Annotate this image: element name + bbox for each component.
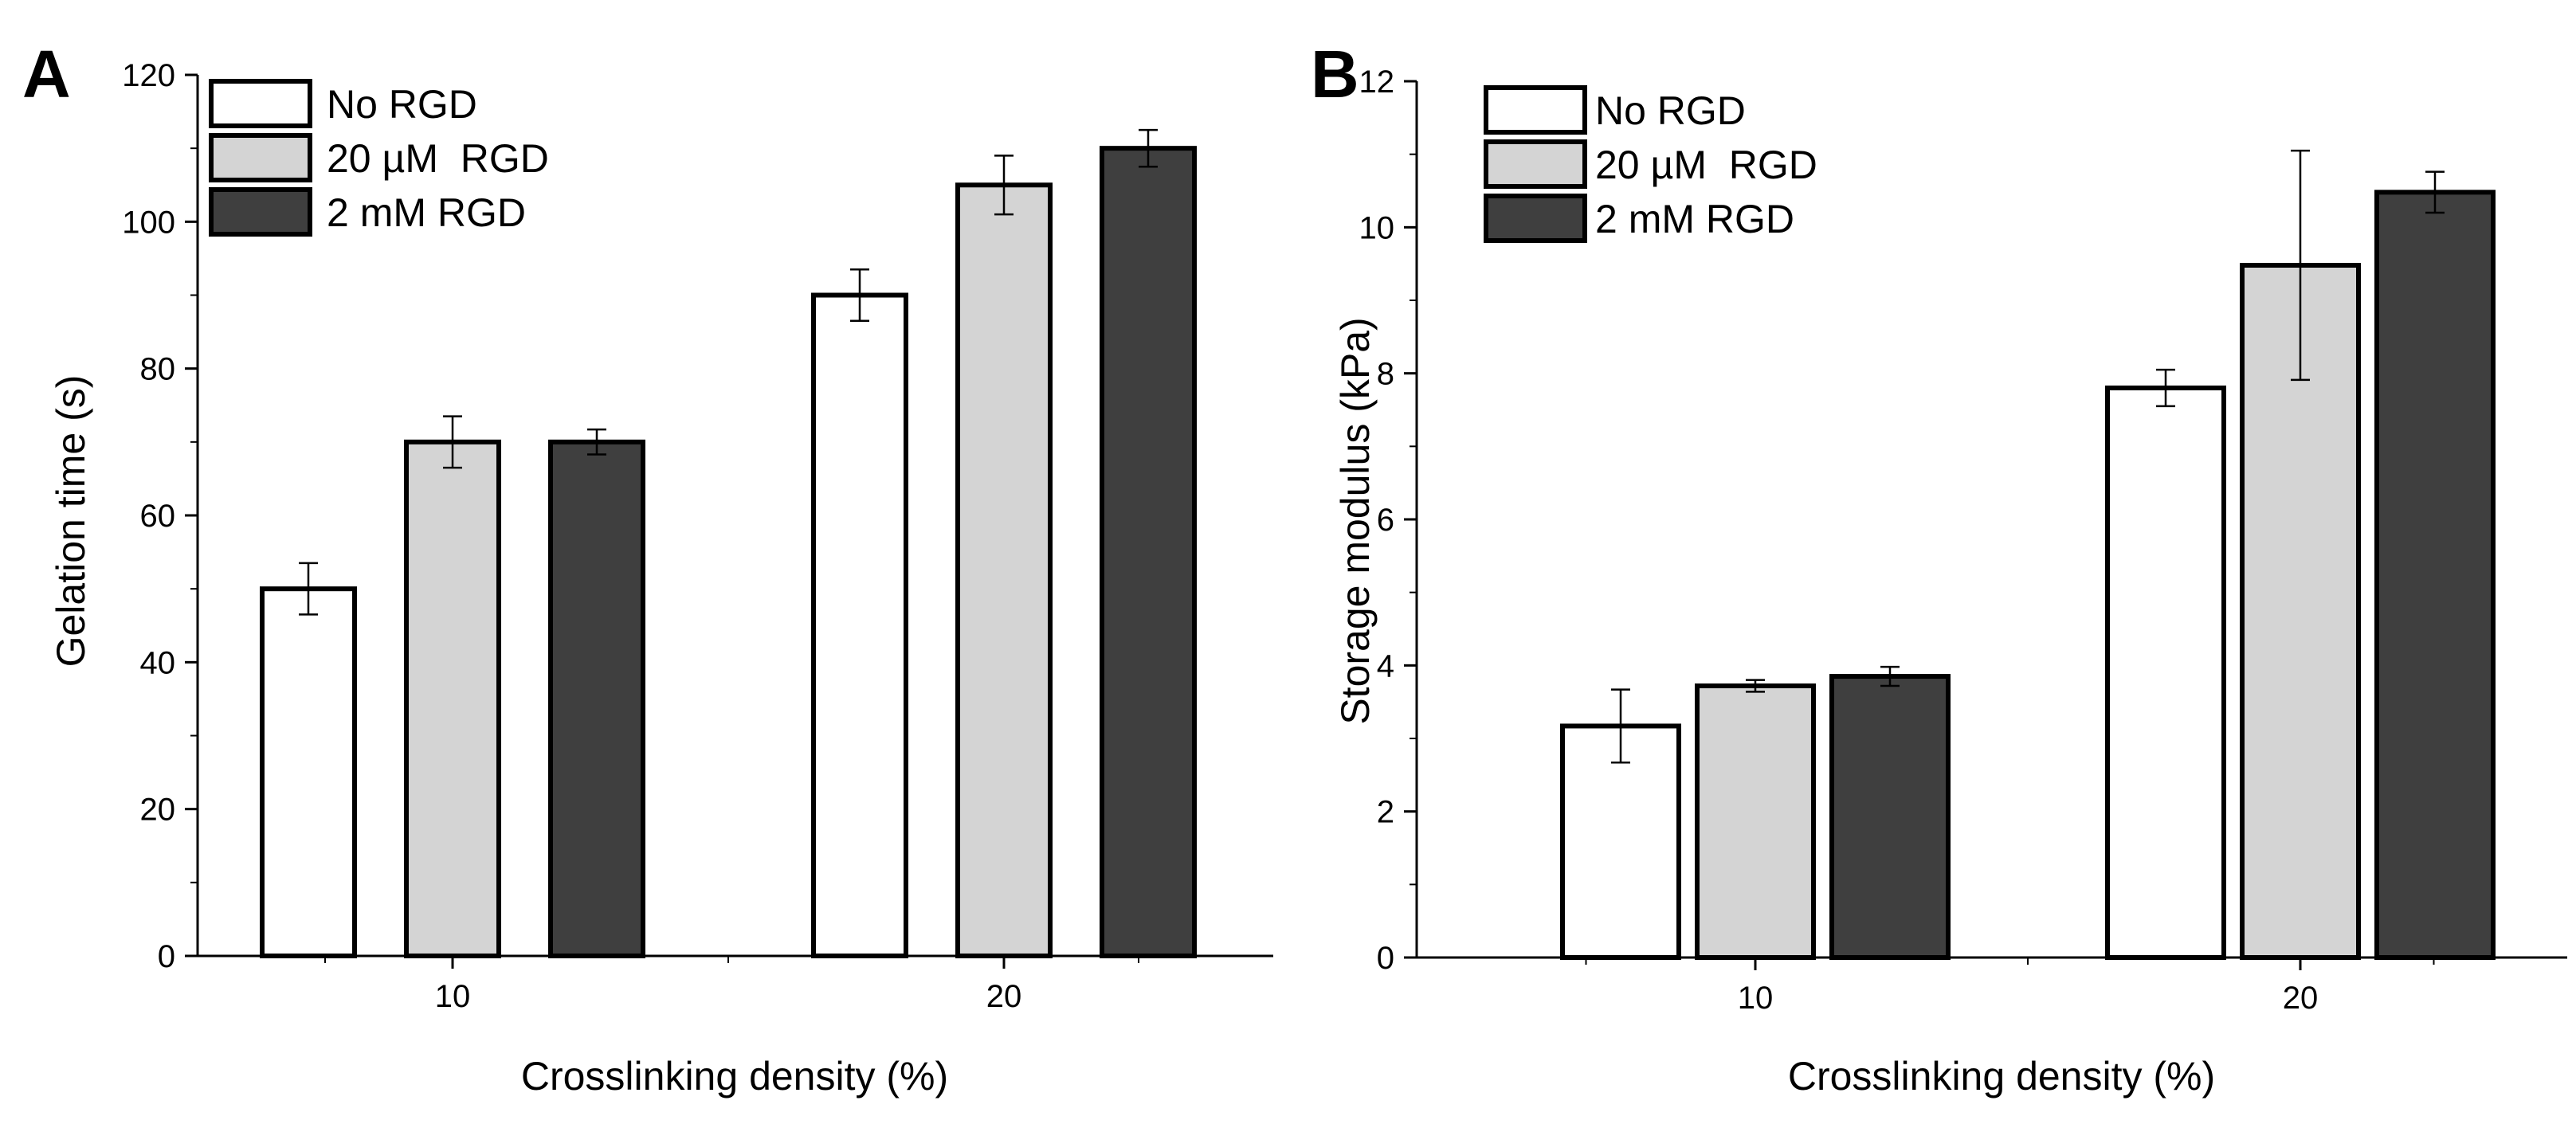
panel-a-x-tick-label: 20 (986, 979, 1022, 1014)
panel-b-legend-swatch (1484, 139, 1587, 189)
panel-a-y-axis-label: Gelation time (s) (49, 375, 93, 668)
panel-b-bar (2105, 386, 2226, 960)
panel-a-y-tick-label: 40 (140, 645, 176, 680)
panel-a-bar (1100, 146, 1197, 958)
panel-b-y-tick-label: 0 (1377, 941, 1394, 976)
panel-a-y-tick-label: 80 (140, 352, 176, 387)
panel-a-bar (404, 439, 501, 958)
panel-b-y-tick-label: 2 (1377, 795, 1394, 830)
panel-a-bar (811, 292, 908, 958)
panel-a-bar (955, 182, 1053, 958)
panel-b-legend-label: No RGD (1595, 88, 1746, 133)
panel-a-legend-swatch (209, 187, 312, 237)
panel-b-plot-area: 0 2 4 6 8 10 12 10 20 No RGD 20 µM RGD 2 mM RGD (1359, 65, 2567, 1016)
panel-a-legend-label: No RGD (327, 82, 477, 127)
panel-a-legend-swatch (209, 79, 312, 128)
panel-a-legend-label: 2 mM RGD (327, 190, 526, 235)
panel-a-legend-swatch (209, 133, 312, 182)
panel-b-bar (1695, 683, 1816, 960)
panel-a-x-tick-label: 10 (435, 979, 471, 1014)
panel-a-bar (260, 586, 357, 959)
panel-a-y-tick-label: 20 (140, 793, 176, 828)
panel-b-y-tick-label: 12 (1359, 65, 1395, 100)
panel-b-bar (1829, 674, 1951, 960)
panel-a-bar (548, 439, 645, 958)
panel-b-x-tick-label: 10 (1738, 981, 1774, 1016)
panel-b-legend-label: 20 µM RGD (1595, 143, 1817, 187)
panel-b-y-axis-label: Storage modulus (kPa) (1333, 317, 1378, 724)
panel-a-x-axis-label: Crosslinking density (%) (521, 1054, 948, 1099)
panel-b-legend-swatch (1484, 194, 1587, 243)
panel-letter-b: B (1311, 37, 1359, 112)
panel-b-y-tick-label: 4 (1377, 648, 1394, 683)
panel-b-y-tick-label: 8 (1377, 357, 1394, 392)
panel-a-chart: A 0 20 40 60 80 100 120 10 20 No RGD 20 µM RGD 2 mM… (22, 37, 1273, 1099)
panel-b-legend-swatch (1484, 85, 1587, 135)
panel-b-x-axis-label: Crosslinking density (%) (1788, 1054, 2215, 1099)
panel-letter-a: A (22, 37, 71, 112)
panel-b-x-tick-label: 20 (2283, 981, 2319, 1016)
panel-b-chart: B 0 2 4 6 8 10 12 10 20 No RGD 20 µM RGD 2 mM RGD C… (1311, 37, 2567, 1099)
panel-a-y-tick-label: 120 (122, 58, 175, 93)
panel-a-y-tick-label: 0 (158, 939, 175, 974)
panel-b-bar (2374, 190, 2496, 961)
panel-b-y-tick-label: 6 (1377, 503, 1394, 538)
panel-a-y-tick-label: 100 (122, 205, 175, 240)
panel-a-legend-label: 20 µM RGD (327, 136, 549, 181)
panel-b-legend-label: 2 mM RGD (1595, 197, 1794, 241)
panel-a-plot-area: 0 20 40 60 80 100 120 10 20 No RGD 20 µM RGD 2 mM R… (122, 58, 1273, 1014)
panel-a-y-tick-label: 60 (140, 499, 176, 534)
panel-b-y-tick-label: 10 (1359, 210, 1395, 245)
